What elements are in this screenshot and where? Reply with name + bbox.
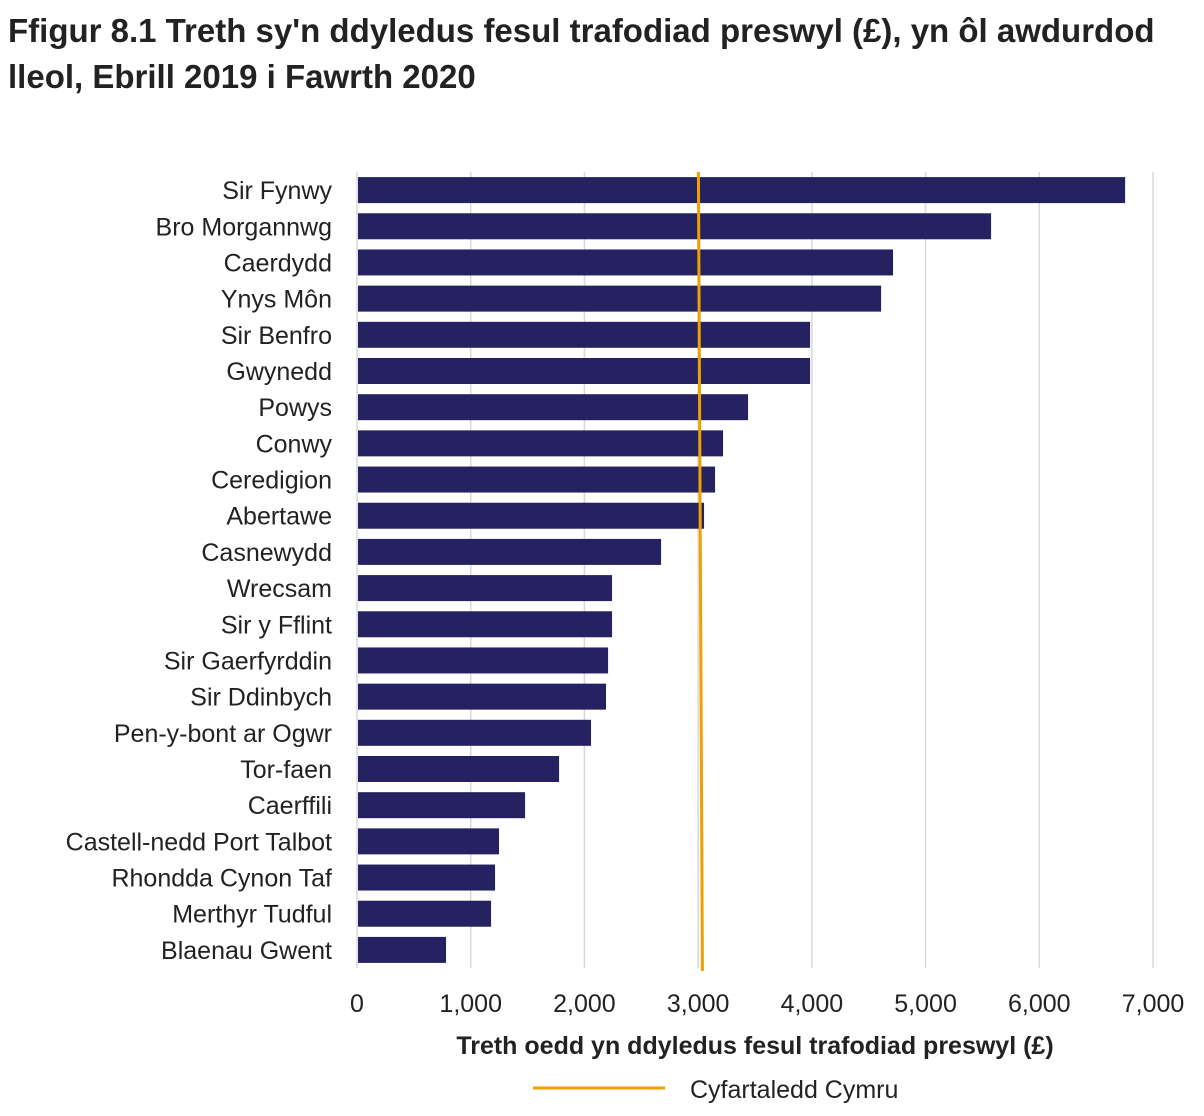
- bar-12: [358, 611, 613, 638]
- category-label: Caerdydd: [224, 249, 332, 277]
- bar-14: [358, 683, 607, 710]
- category-label: Sir y Fflint: [221, 611, 332, 639]
- category-label: Ynys Môn: [221, 286, 332, 314]
- bar-19: [358, 864, 496, 891]
- category-label: Rhondda Cynon Taf: [111, 865, 332, 893]
- x-tick-label: 7,000: [1122, 990, 1185, 1018]
- bar-2: [358, 249, 894, 276]
- bar-10: [358, 538, 662, 565]
- category-label: Casnewydd: [201, 539, 332, 567]
- bar-21: [358, 936, 447, 963]
- category-label: Pen-y-bont ar Ogwr: [114, 720, 332, 748]
- bar-16: [358, 756, 560, 782]
- category-label: Wrecsam: [227, 575, 332, 603]
- x-tick-label: 5,000: [894, 990, 957, 1018]
- category-label: Merthyr Tudful: [172, 901, 332, 929]
- category-label: Sir Gaerfyrddin: [164, 647, 332, 675]
- x-tick-label: 1,000: [439, 990, 502, 1018]
- x-tick-label: 4,000: [781, 990, 844, 1018]
- category-label: Tor-faen: [240, 756, 332, 784]
- bar-8: [358, 466, 716, 493]
- x-tick-label: 2,000: [553, 990, 616, 1018]
- bar-9: [358, 502, 705, 529]
- bar-17: [358, 792, 526, 819]
- bar-3: [358, 285, 882, 312]
- bar-7: [358, 430, 724, 457]
- chart-title: Ffigur 8.1 Treth sy'n ddyledus fesul tra…: [8, 12, 1155, 95]
- x-axis-title: Treth oedd yn ddyledus fesul trafodiad p…: [456, 1032, 1053, 1060]
- category-label: Gwynedd: [226, 358, 332, 386]
- bar-4: [358, 321, 811, 348]
- bar-5: [358, 358, 811, 384]
- category-label: Ceredigion: [211, 467, 332, 495]
- bar-15: [358, 719, 592, 746]
- bar-13: [358, 647, 609, 674]
- bar-18: [358, 828, 500, 855]
- legend-label: Cyfartaledd Cymru: [690, 1076, 898, 1104]
- x-tick-label: 0: [350, 990, 364, 1018]
- category-label: Caerffili: [248, 792, 332, 820]
- category-label: Blaenau Gwent: [161, 937, 332, 965]
- bar-6: [358, 394, 749, 421]
- category-label: Powys: [258, 394, 332, 422]
- category-label: Conwy: [256, 430, 333, 458]
- bar-20: [358, 900, 492, 927]
- category-label: Bro Morgannwg: [156, 213, 332, 241]
- bar-0: [358, 177, 1126, 204]
- category-label: Castell-nedd Port Talbot: [66, 828, 332, 856]
- category-label: Sir Fynwy: [222, 177, 332, 205]
- bar-1: [358, 213, 992, 240]
- x-tick-label: 3,000: [667, 990, 730, 1018]
- bar-11: [358, 575, 613, 602]
- category-label: Sir Benfro: [221, 322, 332, 350]
- category-label: Sir Ddinbych: [190, 684, 332, 712]
- x-tick-label: 6,000: [1008, 990, 1071, 1018]
- reference-line-wales-average: [696, 171, 704, 972]
- category-label: Abertawe: [226, 503, 332, 531]
